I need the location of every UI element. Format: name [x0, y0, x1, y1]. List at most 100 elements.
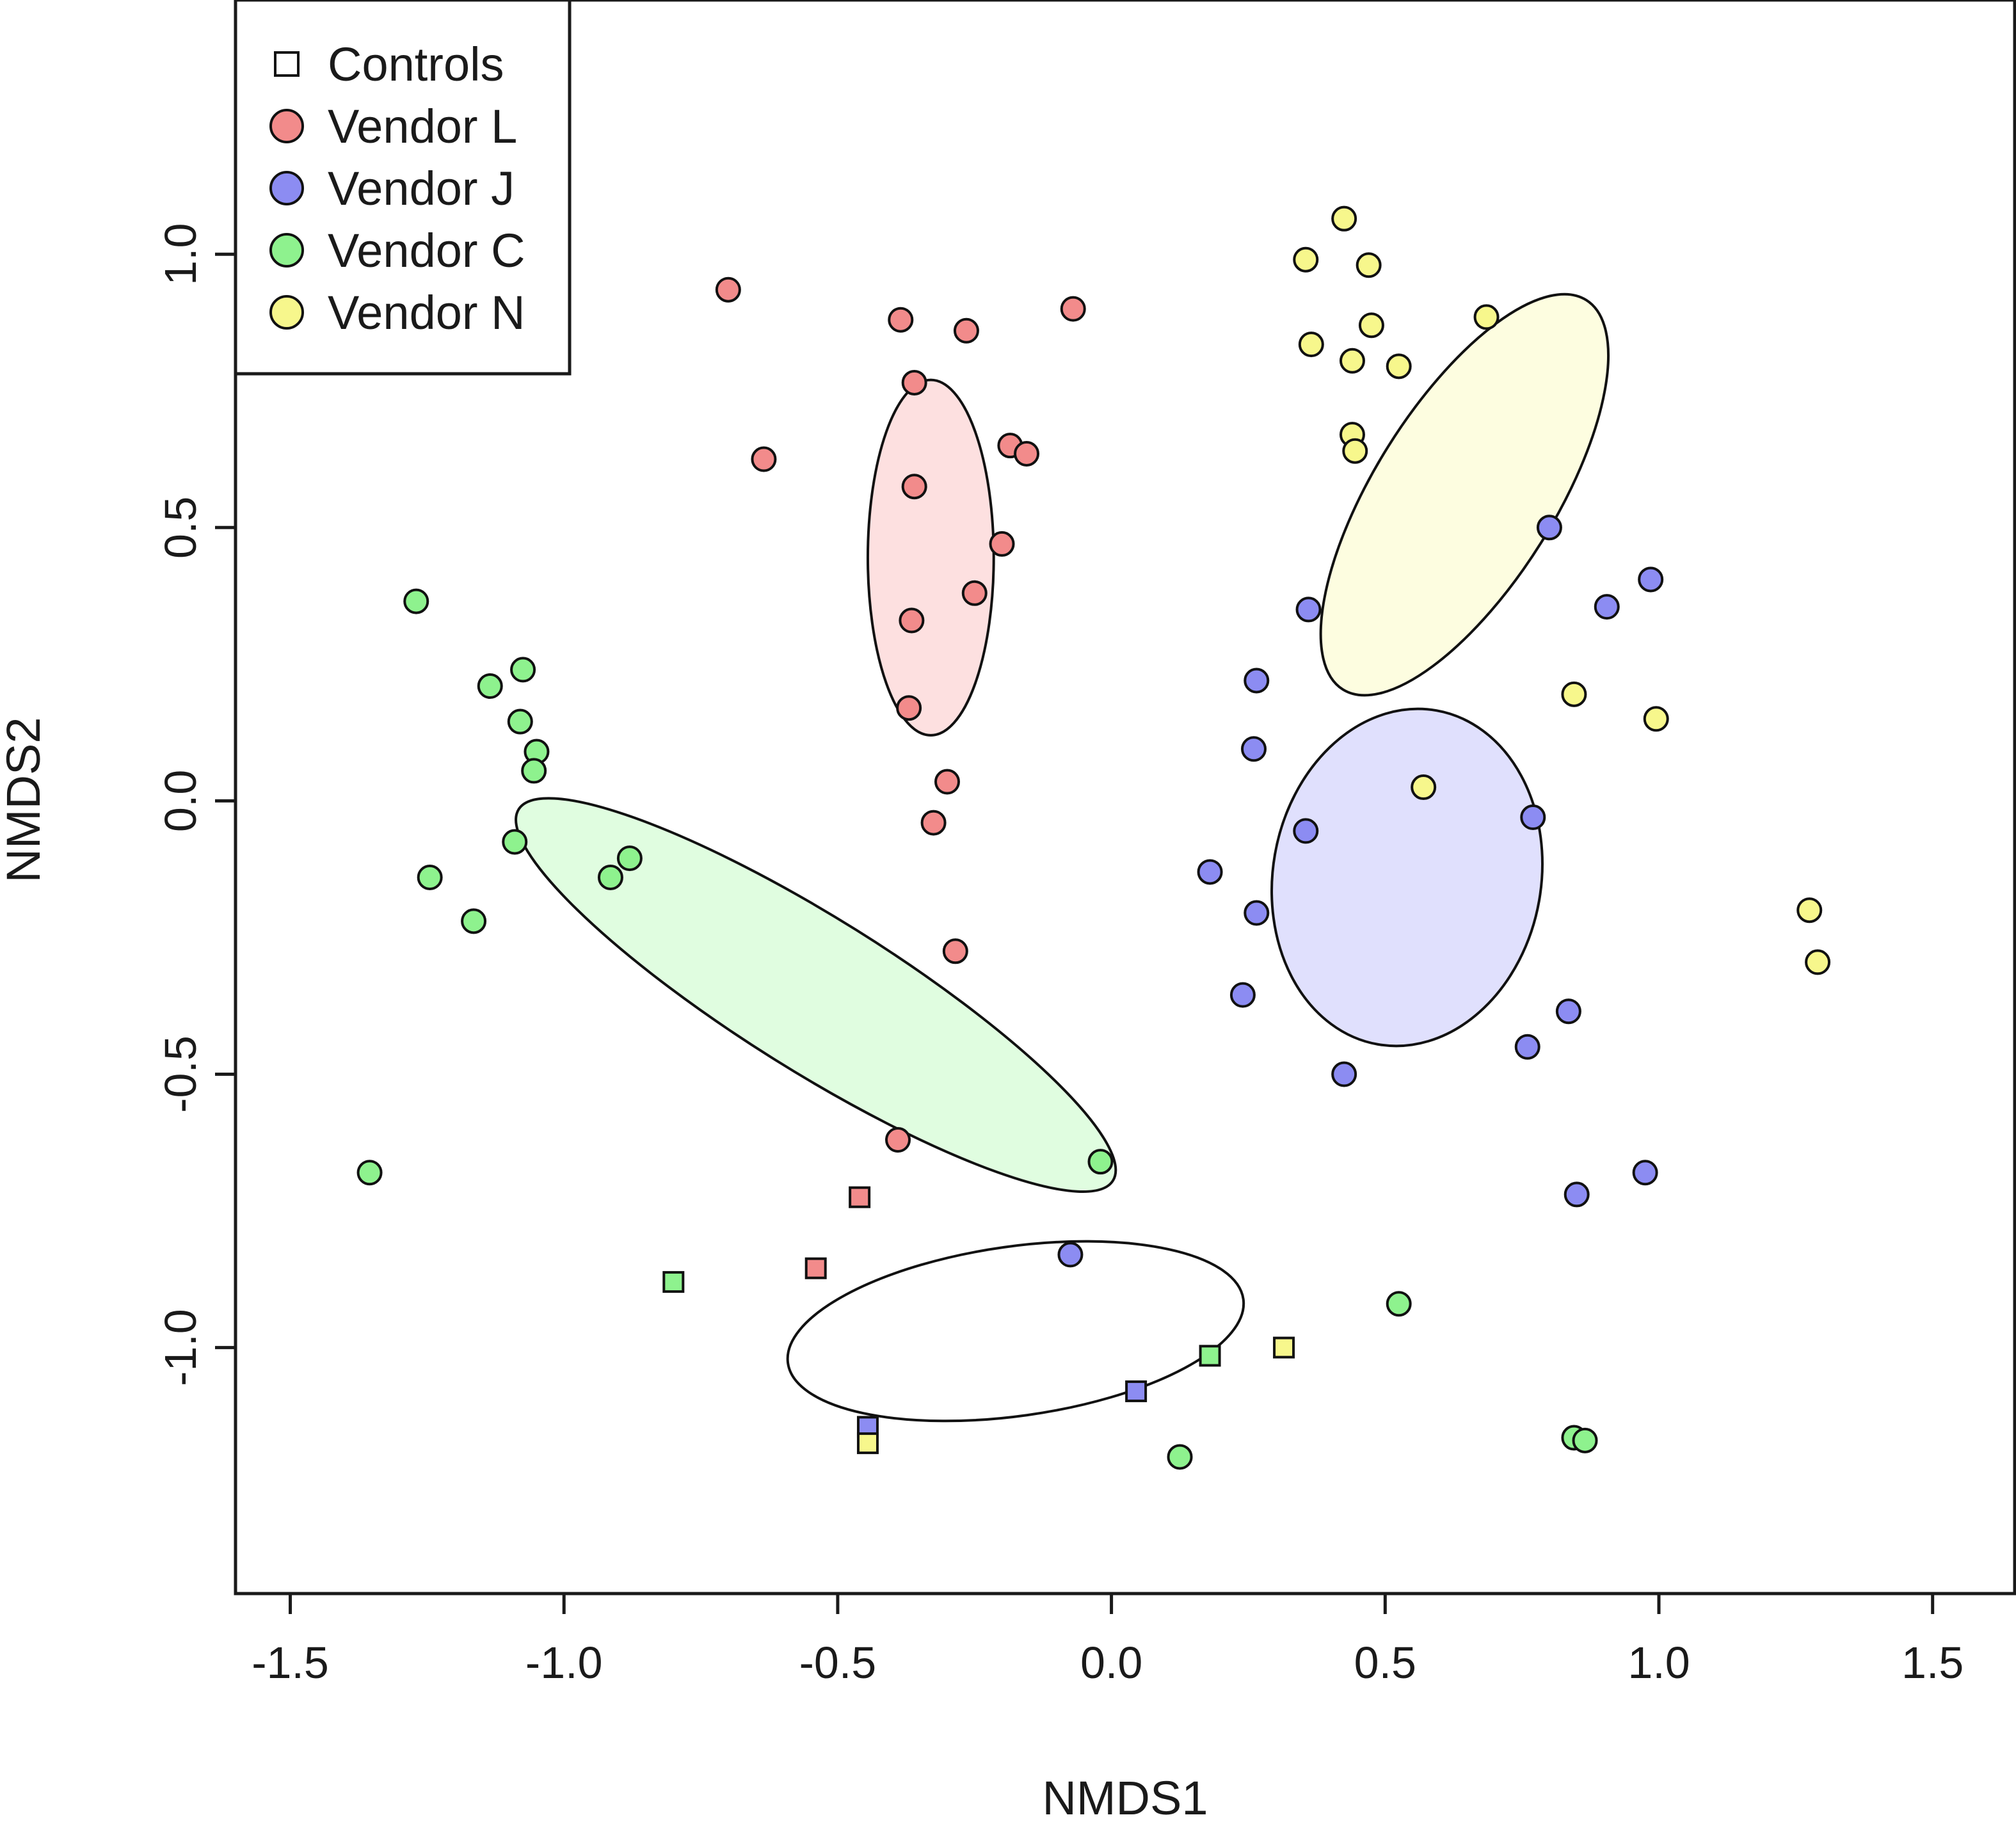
- point-vendor-n-11: [1561, 681, 1587, 707]
- legend-label-vendor-j: Vendor J: [328, 162, 515, 215]
- ellipse-vendor-l: [866, 378, 995, 737]
- x-tick-label-1: -1.5: [252, 1638, 329, 1688]
- point-vendor-n-15: [1805, 949, 1831, 975]
- legend: Controls Vendor L Vendor J Vendor C Vendor N: [234, 0, 572, 376]
- point-vendor-j-8: [1520, 804, 1546, 831]
- x-tick-label-6: 1.0: [1628, 1638, 1690, 1688]
- points-layer: [356, 205, 1831, 1470]
- point-vendor-c-12: [356, 1160, 383, 1186]
- point-vendor-j-14: [1331, 1061, 1357, 1087]
- point-vendor-c-8: [616, 845, 643, 872]
- legend-marker-vendor-l: [269, 109, 304, 143]
- point-vendor-n-10: [1342, 438, 1368, 464]
- point-vendor-n-4: [1473, 304, 1500, 330]
- point-vendor-l-11: [961, 580, 988, 606]
- point-vendor-c-4: [507, 708, 533, 735]
- point-vendor-j-6: [1241, 736, 1267, 762]
- ellipse-vendor-j: [1270, 707, 1544, 1048]
- point-vendor-l-3: [953, 317, 979, 344]
- point-vendor-j-2: [1638, 566, 1664, 593]
- point-vendor-l-17: [885, 1127, 911, 1153]
- point-vendor-c-9: [597, 864, 623, 890]
- point-controls-2: [804, 1257, 827, 1279]
- point-vendor-n-1: [1331, 205, 1357, 232]
- ellipse-controls: [786, 1240, 1245, 1423]
- point-vendor-j-11: [1229, 982, 1256, 1008]
- point-vendor-l-16: [942, 938, 968, 964]
- point-vendor-j-10: [1244, 900, 1270, 926]
- y-tick-label-1: -1.0: [156, 1309, 205, 1386]
- x-tick-label-3: -0.5: [799, 1638, 877, 1688]
- ellipse-vendor-c: [515, 797, 1117, 1193]
- point-vendor-l-14: [934, 769, 960, 795]
- point-vendor-l-2: [888, 307, 914, 333]
- point-controls-5: [1273, 1336, 1295, 1359]
- y-tick-label-5: 1.0: [156, 223, 205, 285]
- point-vendor-j-12: [1555, 998, 1581, 1025]
- ellipses-layer: [515, 292, 1610, 1423]
- point-vendor-l-12: [899, 607, 925, 634]
- legend-label-vendor-n: Vendor N: [328, 286, 525, 339]
- legend-label-controls: Controls: [328, 38, 504, 91]
- point-vendor-c-3: [510, 657, 536, 683]
- point-vendor-j-15: [1632, 1160, 1658, 1186]
- point-vendor-j-16: [1564, 1181, 1590, 1208]
- point-vendor-n-5: [1298, 332, 1324, 358]
- point-vendor-l-15: [920, 810, 947, 836]
- point-vendor-l-6: [751, 446, 777, 472]
- point-vendor-l-10: [989, 531, 1015, 557]
- point-vendor-c-2: [477, 673, 503, 700]
- point-vendor-l-8: [1014, 440, 1040, 467]
- y-tick-label-2: -0.5: [156, 1035, 205, 1113]
- point-vendor-l-13: [896, 695, 922, 721]
- y-axis-label: NMDS2: [0, 717, 50, 883]
- point-vendor-c-15: [1167, 1444, 1193, 1470]
- point-controls-1: [849, 1186, 871, 1208]
- point-vendor-l-1: [715, 276, 741, 303]
- point-vendor-l-9: [901, 474, 927, 500]
- point-controls-4: [1199, 1345, 1221, 1367]
- x-tick-label-5: 0.5: [1354, 1638, 1416, 1688]
- point-vendor-n-6: [1358, 312, 1384, 339]
- point-vendor-j-3: [1594, 594, 1620, 620]
- y-tick-label-4: 0.5: [156, 497, 205, 559]
- point-vendor-n-14: [1796, 897, 1823, 923]
- x-axis: -1.5 -1.0 -0.5 0.0 0.5 1.0 1.5: [252, 1592, 1964, 1688]
- point-vendor-n-7: [1339, 348, 1365, 374]
- point-vendor-j-1: [1536, 515, 1562, 541]
- legend-label-vendor-l: Vendor L: [328, 100, 517, 153]
- legend-marker-vendor-j: [269, 171, 304, 205]
- point-vendor-n-2: [1293, 246, 1319, 273]
- point-vendor-l-4: [1060, 296, 1086, 322]
- legend-marker-vendor-c: [269, 233, 304, 268]
- point-vendor-c-10: [417, 864, 443, 890]
- point-vendor-j-7: [1293, 818, 1319, 844]
- x-tick-label-7: 1.5: [1901, 1638, 1964, 1688]
- point-vendor-j-9: [1197, 859, 1223, 885]
- legend-label-vendor-c: Vendor C: [328, 224, 525, 277]
- point-vendor-j-13: [1514, 1034, 1540, 1060]
- point-vendor-c-14: [1386, 1291, 1412, 1317]
- point-vendor-n-3: [1356, 252, 1382, 278]
- point-controls-6: [1125, 1380, 1148, 1402]
- point-vendor-c-13: [1087, 1149, 1114, 1175]
- point-vendor-c-6: [521, 758, 547, 784]
- point-vendor-j-17: [1057, 1242, 1084, 1268]
- ellipse-vendor-n: [1319, 292, 1610, 697]
- point-vendor-n-12: [1643, 706, 1669, 732]
- x-tick-label-4: 0.0: [1080, 1638, 1142, 1688]
- point-vendor-c-17: [1572, 1427, 1598, 1453]
- y-axis: -1.0 -0.5 0.0 0.5 1.0: [156, 223, 236, 1386]
- point-vendor-n-8: [1386, 353, 1412, 380]
- point-vendor-j-4: [1295, 596, 1322, 623]
- point-vendor-n-13: [1411, 774, 1437, 801]
- x-axis-label: NMDS1: [1042, 1771, 1208, 1825]
- y-tick-label-3: 0.0: [156, 770, 205, 832]
- point-vendor-l-5: [901, 369, 927, 396]
- point-vendor-c-7: [502, 829, 528, 855]
- point-vendor-c-11: [461, 908, 487, 934]
- point-controls-8: [856, 1432, 879, 1455]
- point-vendor-j-5: [1244, 668, 1270, 694]
- legend-marker-controls: [274, 51, 300, 77]
